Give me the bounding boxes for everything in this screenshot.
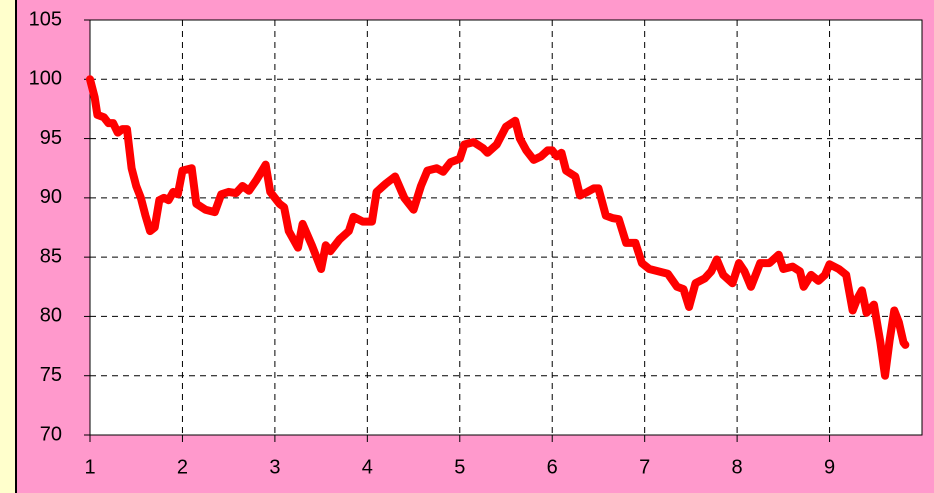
x-tick-label: 4: [362, 456, 373, 478]
plot-area: [89, 19, 923, 436]
y-tick-label: 75: [40, 364, 62, 386]
side-strip: [0, 0, 15, 493]
x-tick-label: 7: [639, 456, 650, 478]
x-tick-label: 8: [732, 456, 743, 478]
x-tick-label: 6: [547, 456, 558, 478]
y-tick-label: 90: [40, 186, 62, 208]
x-tick-label: 9: [824, 456, 835, 478]
x-tick-label: 1: [84, 456, 95, 478]
y-tick-label: 105: [29, 8, 62, 30]
y-tick-label: 70: [40, 423, 62, 445]
y-tick-label: 80: [40, 305, 62, 327]
x-tick-label: 3: [269, 456, 280, 478]
data-line: [86, 75, 910, 380]
x-tick-label: 5: [454, 456, 465, 478]
y-tick-label: 85: [40, 245, 62, 267]
y-tick-label: 100: [29, 68, 62, 90]
y-tick-label: 95: [40, 127, 62, 149]
x-tick-label: 2: [177, 456, 188, 478]
